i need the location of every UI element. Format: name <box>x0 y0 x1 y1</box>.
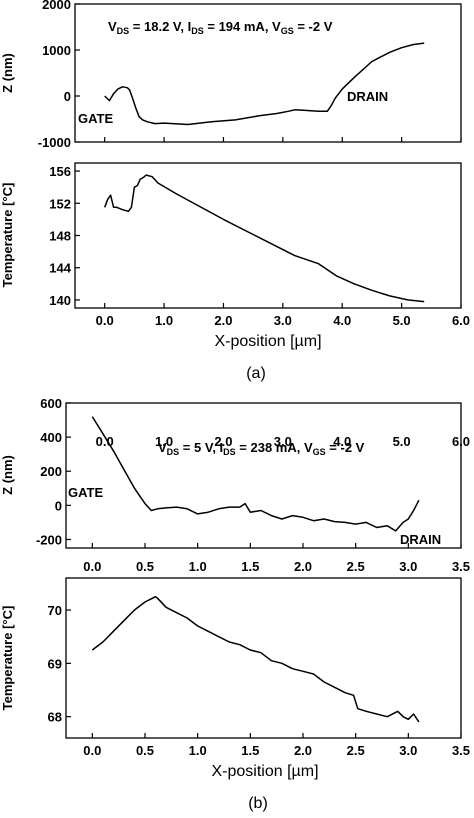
y-tick-label: 0 <box>64 89 71 104</box>
plot-frame <box>74 3 462 143</box>
y-tick-label: -1000 <box>38 135 71 150</box>
series-line <box>91 416 420 532</box>
y-tick-label: 156 <box>49 164 71 179</box>
y-axis-label: Temperature [°C] <box>0 183 15 288</box>
y-tick-label: 148 <box>49 229 71 244</box>
plot-frame <box>74 162 462 309</box>
drain-label: DRAIN <box>347 89 388 104</box>
x-tick-label: 6.0 <box>452 313 470 328</box>
x-tick-label: 0.0 <box>96 313 114 328</box>
y-tick-label: 69 <box>48 656 62 671</box>
x-tick-label: 5.0 <box>393 313 411 328</box>
chart-a-top: Z (nm) VDS = 18.2 V, IDS = 194 mA, VGS =… <box>0 0 470 449</box>
y-tick-label: 600 <box>40 396 62 411</box>
gate-label: GATE <box>78 111 113 126</box>
y-axis-label: Z (nm) <box>0 455 15 495</box>
x-tick-label: 0.0 <box>83 743 101 758</box>
x-tick-label: 3.0 <box>399 559 417 574</box>
x-tick-label: 0.5 <box>136 559 154 574</box>
y-axis-label: Temperature [°C] <box>0 606 15 711</box>
y-axis-label: Z (nm) <box>0 53 15 93</box>
x-tick-label: 4.0 <box>333 434 351 449</box>
plot-frame <box>65 577 462 739</box>
y-tick-label: 70 <box>48 603 62 618</box>
x-tick-label: 2.0 <box>214 313 232 328</box>
y-tick-label: 200 <box>40 464 62 479</box>
x-tick-label: 1.0 <box>189 743 207 758</box>
chart-a-bottom: Temperature [°C] X-position [µm] 0.0 1.0 2… <box>0 162 470 350</box>
series-line <box>103 174 425 303</box>
x-tick-label: 0.5 <box>136 743 154 758</box>
x-axis-label: X-position [µm] <box>214 333 321 350</box>
x-tick-label: 3.0 <box>274 434 292 449</box>
y-tick-label: 144 <box>49 261 71 276</box>
plot-frame <box>65 402 462 549</box>
x-tick-label: 1.0 <box>155 313 173 328</box>
x-tick-label: 1.0 <box>155 434 173 449</box>
x-tick-label: 2.5 <box>347 559 365 574</box>
y-tick-label: 140 <box>49 293 71 308</box>
y-tick-label: 68 <box>48 710 62 725</box>
y-tick-label: 400 <box>40 430 62 445</box>
x-tick-label: 3.5 <box>452 559 470 574</box>
y-tick-label: 2000 <box>42 0 71 12</box>
x-tick-label: 2.0 <box>294 559 312 574</box>
x-tick-label: 2.5 <box>347 743 365 758</box>
x-tick-label: 2.0 <box>214 434 232 449</box>
x-tick-label: 0.0 <box>83 559 101 574</box>
x-tick-label: 3.0 <box>399 743 417 758</box>
x-axis-label: X-position [µm] <box>211 763 318 780</box>
x-tick-label: 3.5 <box>452 743 470 758</box>
x-tick-label: 3.0 <box>274 313 292 328</box>
caption-b: (b) <box>248 795 268 812</box>
x-tick-label: 4.0 <box>333 313 351 328</box>
x-tick-label: 5.0 <box>393 434 411 449</box>
chart-b-top: Z (nm) VDS = 5 V, IDS = 238 mA, VGS = -2… <box>0 396 470 574</box>
y-tick-label: -200 <box>36 532 62 547</box>
x-tick-label: 2.0 <box>294 743 312 758</box>
conditions-annotation: VDS = 18.2 V, IDS = 194 mA, VGS = -2 V <box>108 19 333 36</box>
y-tick-label: 1000 <box>42 43 71 58</box>
drain-label: DRAIN <box>400 532 441 547</box>
conditions-annotation: VDS = 5 V, IDS = 238 mA, VGS = -2 V <box>158 440 365 457</box>
x-tick-label: 1.0 <box>189 559 207 574</box>
y-tick-label: 0 <box>55 498 62 513</box>
chart-b-bottom: Temperature [°C] X-position [µm] 0.0 0.5 1… <box>0 577 470 780</box>
series-line <box>104 42 425 126</box>
x-tick-label: 1.5 <box>241 559 259 574</box>
gate-label: GATE <box>68 485 103 500</box>
series-line <box>91 595 420 723</box>
x-tick-label: 1.5 <box>241 743 259 758</box>
y-tick-label: 152 <box>49 196 71 211</box>
caption-a: (a) <box>246 365 266 382</box>
